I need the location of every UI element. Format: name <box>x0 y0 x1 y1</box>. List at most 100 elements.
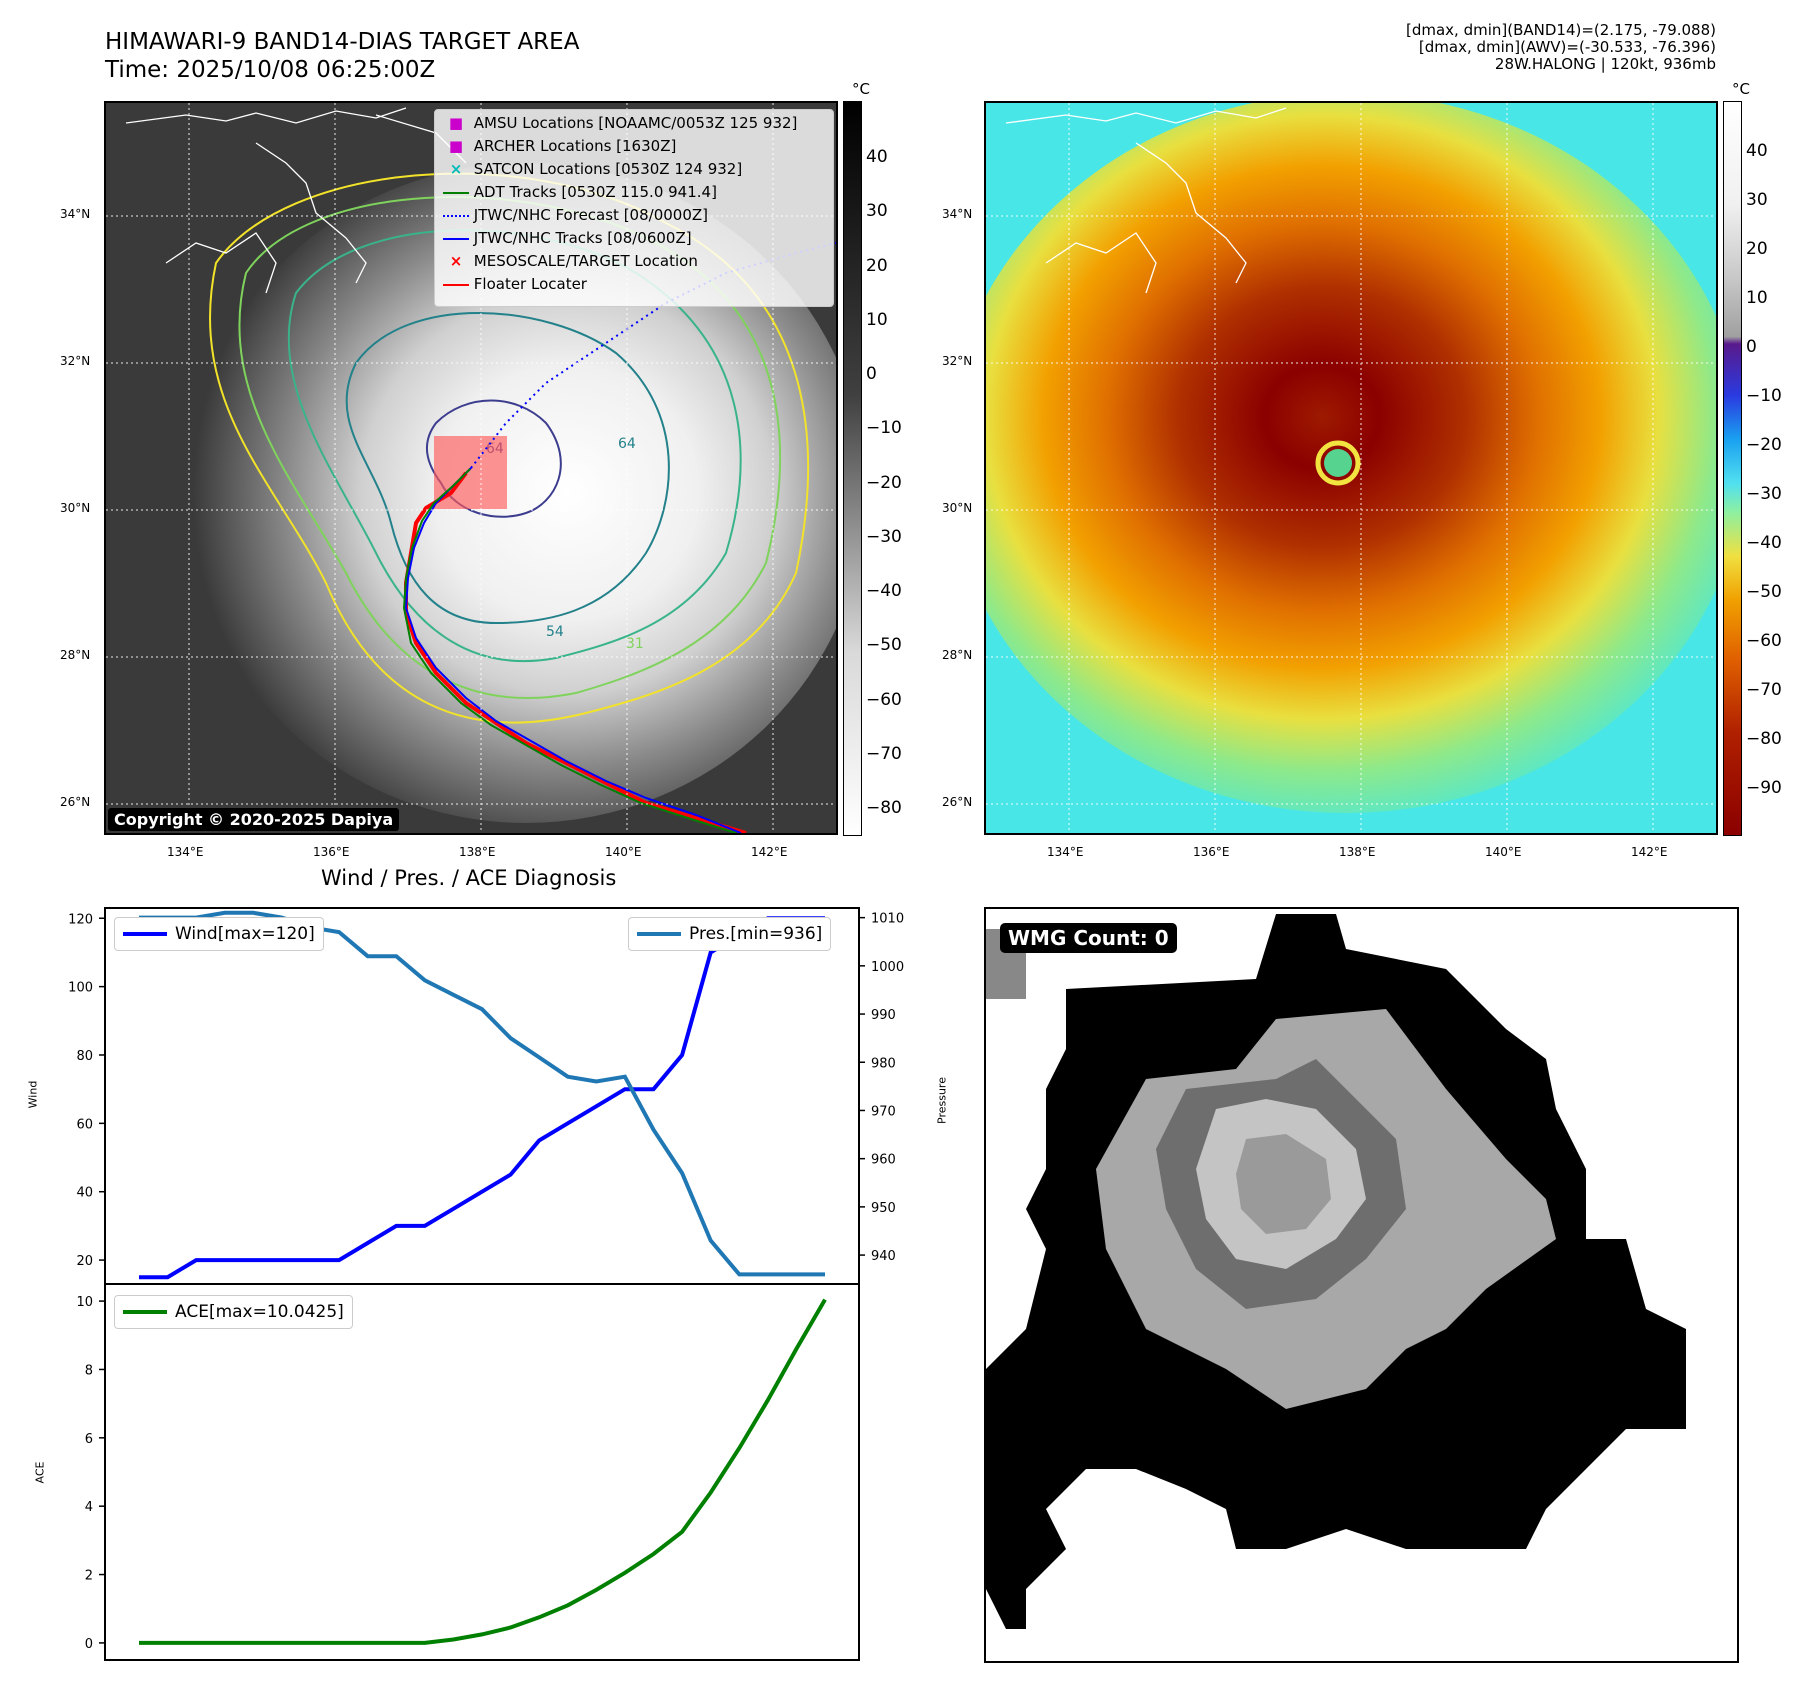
storm-name-intensity: 28W.HALONG | 120kt, 936mb <box>1494 55 1716 73</box>
wind-axis-label: Wind <box>26 1080 40 1109</box>
ir-map-panel: 64 64 54 31 ■ AMSU Locations [NOAAMC/005… <box>104 101 838 835</box>
contour-label-3: 54 <box>546 624 564 640</box>
wind-tick-label: 60 <box>76 1117 93 1132</box>
wind-tick-label: 120 <box>68 912 93 927</box>
ace-tick-label: 6 <box>85 1432 93 1447</box>
lat-label: 28°N <box>60 648 91 662</box>
line-marker-icon <box>443 283 469 286</box>
coastline <box>1005 107 1287 294</box>
wind-tick-label: 80 <box>76 1049 93 1064</box>
pressure-tick-label: 940 <box>871 1249 896 1264</box>
pressure-line <box>139 910 825 1277</box>
lon-label: 140°E <box>1485 845 1522 859</box>
pressure-tick-label: 1000 <box>871 960 904 975</box>
eye <box>1324 449 1352 477</box>
lat-label: 26°N <box>942 795 973 809</box>
contour-dark-teal <box>345 312 670 625</box>
title-line-1: HIMAWARI-9 BAND14-DIAS TARGET AREA <box>105 29 580 55</box>
jtwc-track <box>404 467 742 833</box>
square-marker-icon: ■ <box>448 137 464 155</box>
wmg-panel: WMG Count: 0 <box>984 907 1739 1663</box>
ir-colorbar <box>843 101 862 836</box>
lon-label: 140°E <box>605 845 642 859</box>
pressure-tick-label: 970 <box>871 1104 896 1119</box>
lat-label: 26°N <box>60 795 91 809</box>
adt-track <box>402 468 737 833</box>
pressure-tick-label: 980 <box>871 1056 896 1071</box>
ace-tick-label: 0 <box>85 1637 93 1652</box>
line-dot-icon <box>443 237 469 240</box>
lat-label: 34°N <box>942 207 973 221</box>
square-marker-icon: ■ <box>448 114 464 132</box>
eyewall <box>1315 440 1361 486</box>
ace-axis-label: ACE <box>33 1461 47 1484</box>
lon-label: 134°E <box>167 845 204 859</box>
lon-label: 138°E <box>1339 845 1376 859</box>
awv-map <box>986 103 1716 833</box>
pressure-tick-label: 960 <box>871 1153 896 1168</box>
line-marker-icon <box>443 191 469 194</box>
diagnosis-chart: 2040608010012094095096097098099010001010… <box>68 907 904 1661</box>
x-marker-icon: × <box>449 160 463 178</box>
lon-label: 134°E <box>1047 845 1084 859</box>
wmg-eye <box>1236 1134 1331 1234</box>
ace-axes <box>104 1283 860 1661</box>
lon-label: 142°E <box>1631 845 1668 859</box>
title-line-2: Time: 2025/10/08 06:25:00Z <box>105 57 436 83</box>
lat-label: 32°N <box>60 354 91 368</box>
lat-label: 28°N <box>942 648 973 662</box>
wind-tick-label: 20 <box>76 1254 93 1269</box>
line-marker-icon <box>637 932 681 936</box>
legend-item-amsu: ■ AMSU Locations [NOAAMC/0053Z 125 932] <box>443 112 798 134</box>
awv-map-panel <box>984 101 1718 835</box>
pressure-tick-label: 1010 <box>871 912 904 927</box>
contour-label-4: 31 <box>626 636 644 652</box>
pressure-tick-label: 990 <box>871 1008 896 1023</box>
map-gridlines <box>986 103 1716 833</box>
legend-item-floater: Floater Locater <box>443 273 587 295</box>
pressure-axis-label: Pressure <box>935 1077 949 1124</box>
dotted-line-icon <box>443 214 469 217</box>
line-marker-icon <box>123 1310 167 1314</box>
awv-colorbar-unit: °C <box>1732 80 1750 98</box>
awv-colorbar <box>1723 101 1742 836</box>
wind-line <box>139 916 825 1280</box>
pressure-tick-label: 950 <box>871 1201 896 1216</box>
wmg-grid <box>986 914 1686 1629</box>
ace-tick-label: 2 <box>85 1569 93 1584</box>
cloud-shield <box>186 163 836 823</box>
wind-legend: Wind[max=120] <box>114 917 324 951</box>
lon-label: 142°E <box>751 845 788 859</box>
band14-range: [dmax, dmin](BAND14)=(2.175, -79.088) <box>1405 21 1716 39</box>
legend-item-jtwc: JTWC/NHC Tracks [08/0600Z] <box>443 227 692 249</box>
legend-item-satcon: × SATCON Locations [0530Z 124 932] <box>443 158 743 180</box>
lat-label: 32°N <box>942 354 973 368</box>
awv-range: [dmax, dmin](AWV)=(-30.533, -76.396) <box>1418 38 1716 56</box>
ace-tick-label: 4 <box>85 1500 93 1515</box>
pressure-legend: Pres.[min=936] <box>628 917 832 951</box>
lat-label: 30°N <box>60 501 91 515</box>
ace-tick-label: 10 <box>76 1295 93 1310</box>
ace-line <box>139 1298 827 1645</box>
copyright-badge: Copyright © 2020-2025 Dapiya <box>108 808 400 831</box>
legend-item-archer: ■ ARCHER Locations [1630Z] <box>443 135 676 157</box>
lat-label: 34°N <box>60 207 91 221</box>
legend-item-mesoscale: × MESOSCALE/TARGET Location <box>443 250 698 272</box>
wmg-count-badge: WMG Count: 0 <box>1000 923 1177 953</box>
lon-label: 138°E <box>459 845 496 859</box>
ace-tick-label: 8 <box>85 1363 93 1378</box>
storm-info: [dmax, dmin](BAND14)=(2.175, -79.088) [d… <box>1406 22 1716 73</box>
line-marker-icon <box>123 932 167 936</box>
lat-label: 30°N <box>942 501 973 515</box>
lon-label: 136°E <box>1193 845 1230 859</box>
figure-title: HIMAWARI-9 BAND14-DIAS TARGET AREA Time:… <box>105 28 579 84</box>
wind-tick-label: 100 <box>68 981 93 996</box>
diagnosis-title: Wind / Pres. / ACE Diagnosis <box>321 866 617 890</box>
wind-pressure-axes <box>104 907 860 1285</box>
map-legend: ■ AMSU Locations [NOAAMC/0053Z 125 932] … <box>434 109 834 307</box>
x-marker-icon: × <box>449 252 463 270</box>
coastline <box>125 107 467 294</box>
floater-track <box>404 471 747 833</box>
legend-item-forecast: JTWC/NHC Forecast [08/0000Z] <box>443 204 708 226</box>
ace-legend: ACE[max=10.0425] <box>114 1295 353 1329</box>
